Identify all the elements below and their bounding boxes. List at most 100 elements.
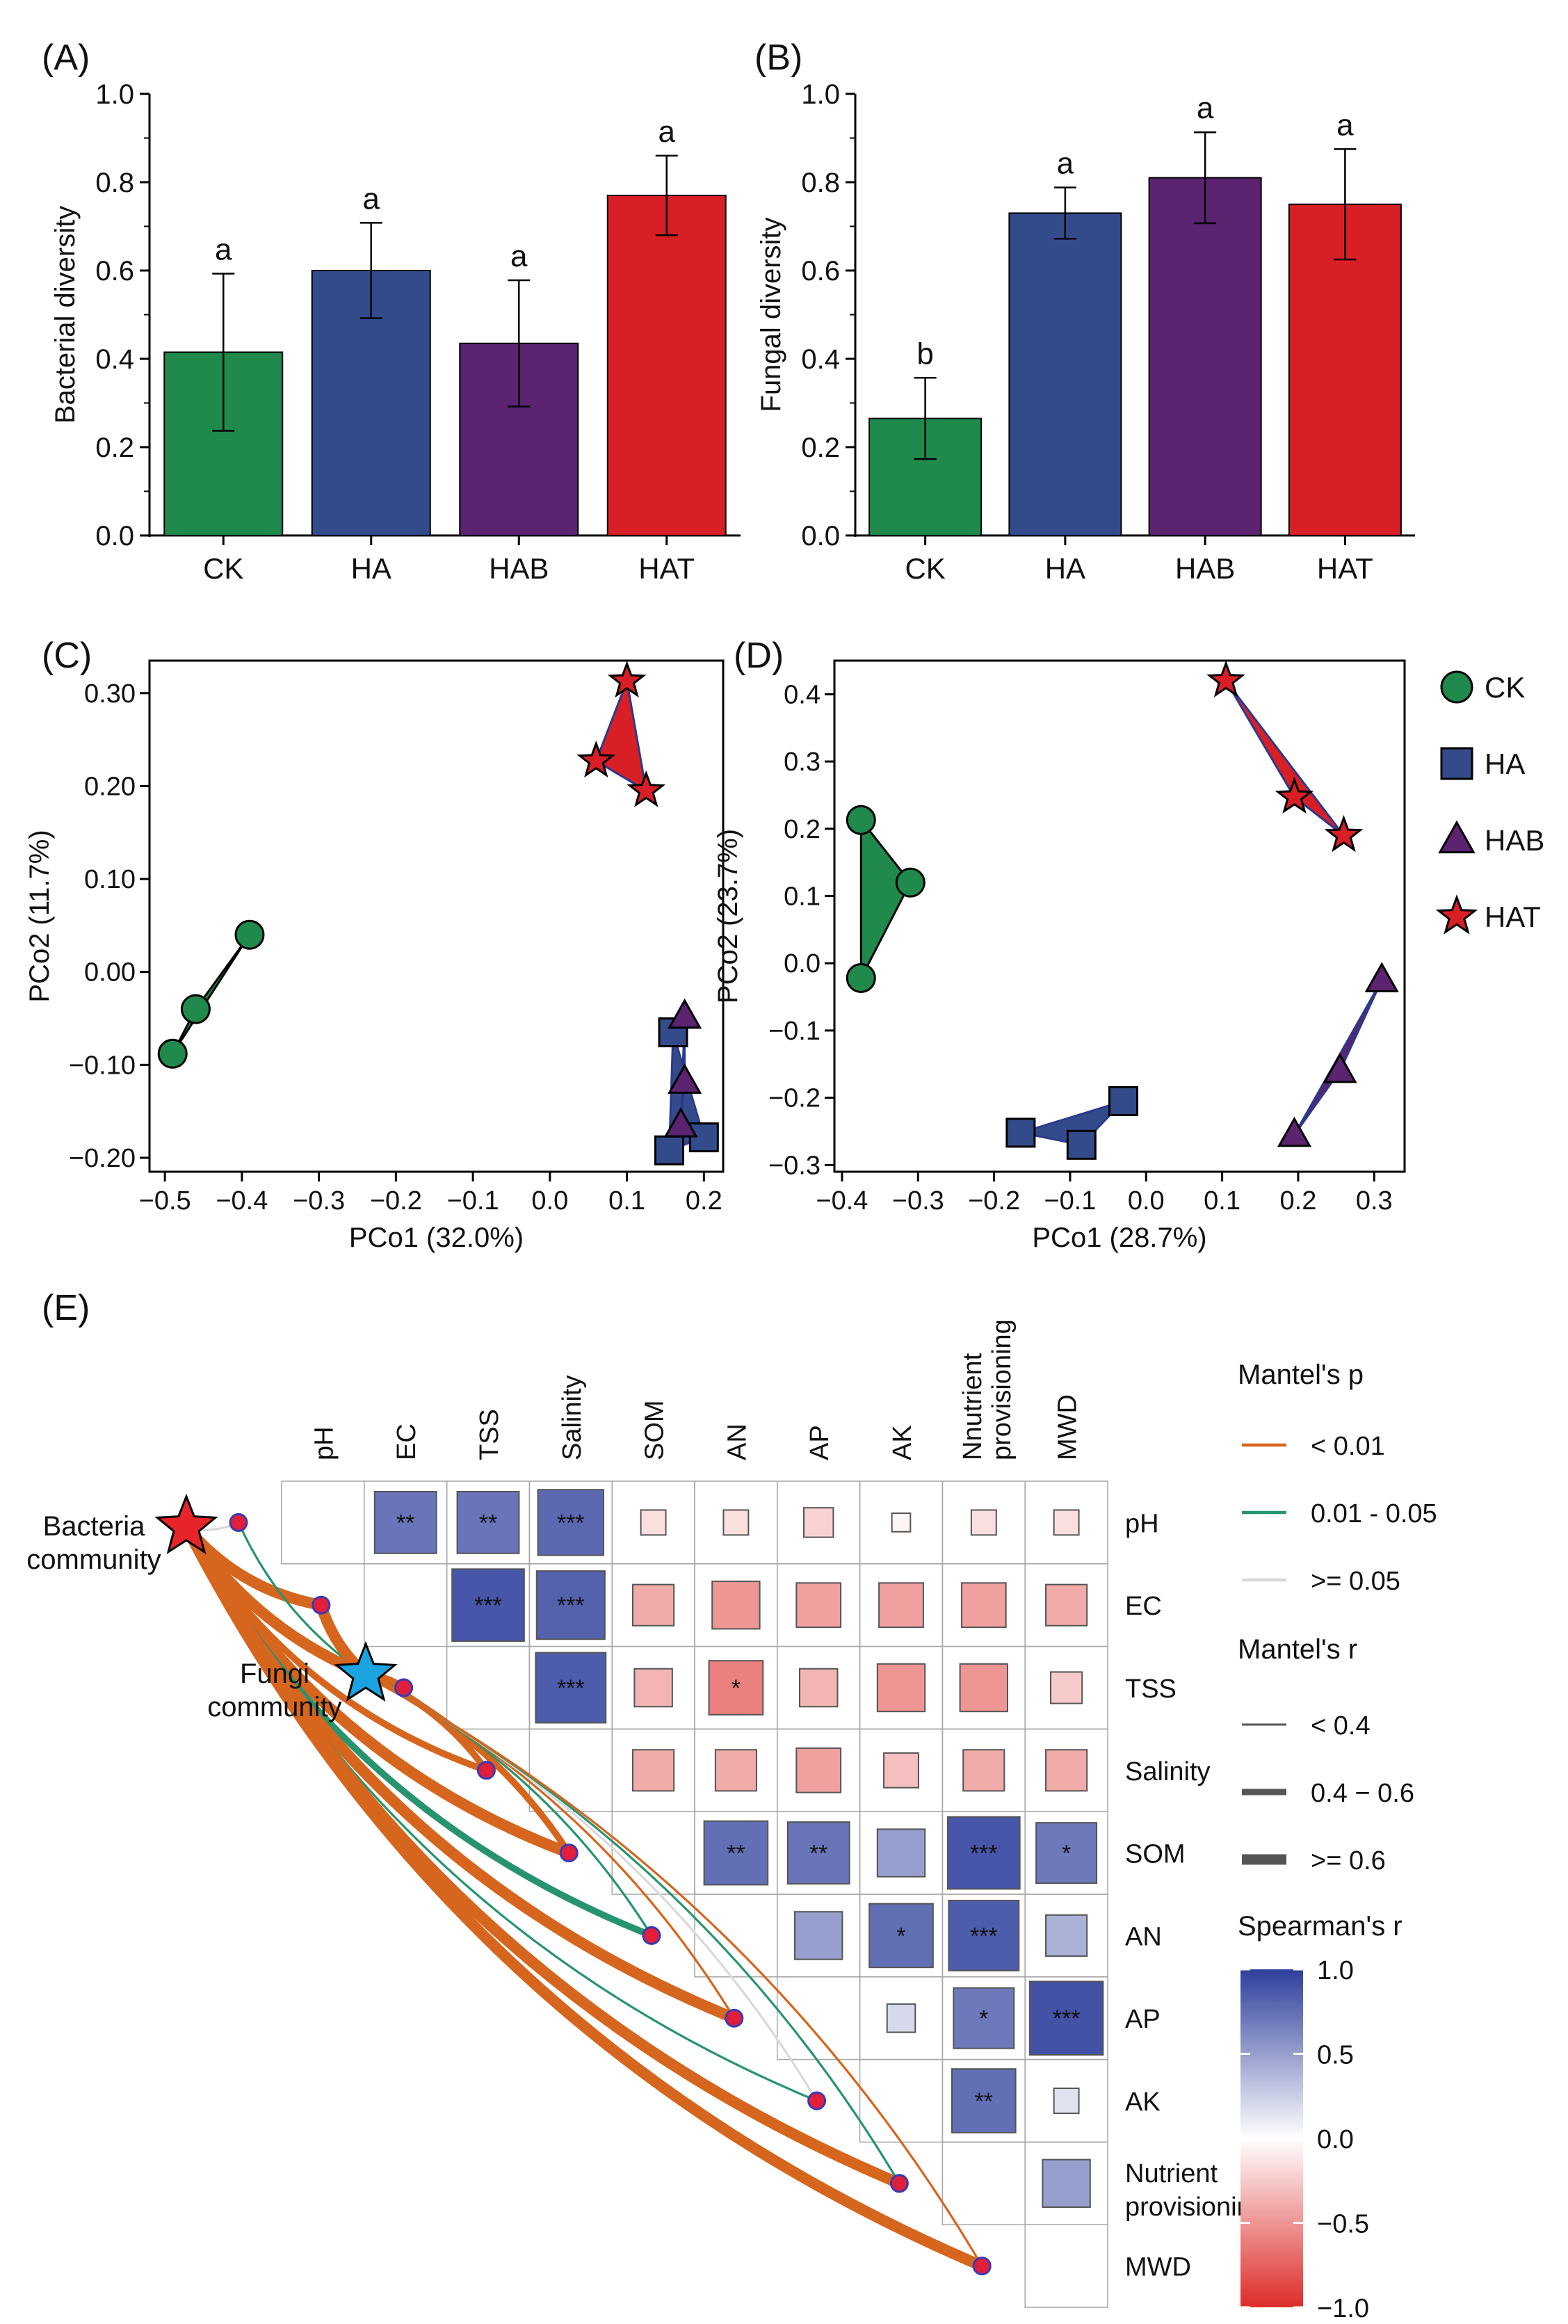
significance-mark: *** <box>557 1510 585 1536</box>
significance-mark: *** <box>970 1841 998 1867</box>
x-axis-label: PCo1 (28.7%) <box>1032 1222 1206 1253</box>
mantel-link <box>181 1522 988 2272</box>
row-label: AP <box>1125 2005 1161 2034</box>
x-tick-label: HA <box>351 552 391 585</box>
y-tick-label: −0.3 <box>768 1151 821 1180</box>
bar-HAT <box>606 195 727 536</box>
x-tick-label: 0.3 <box>1356 1186 1393 1216</box>
x-tick-label: −0.4 <box>216 1186 268 1216</box>
correlation-square <box>632 1749 675 1792</box>
bar-HA <box>1008 212 1122 536</box>
correlation-square <box>876 1828 926 1878</box>
point-HAT <box>627 770 666 807</box>
x-tick-label: −0.2 <box>370 1186 422 1216</box>
colorbar-tick-label: 0.5 <box>1317 2041 1354 2070</box>
mantel-r-label: 0.4 − 0.6 <box>1311 1779 1414 1808</box>
correlation-square <box>535 1652 607 1724</box>
y-tick-label: 0.0 <box>801 521 840 551</box>
legend-marker-CK <box>1440 670 1473 704</box>
plot-frame <box>148 659 725 1173</box>
y-axis-label: Bacterial diversity <box>50 206 81 423</box>
y-tick-label: 0.0 <box>784 949 821 978</box>
column-label: AP <box>805 1425 834 1460</box>
correlation-square <box>451 1568 525 1643</box>
significance-mark: ** <box>396 1510 414 1536</box>
correlation-square <box>948 1899 1020 1971</box>
panel-label: (C) <box>42 636 92 676</box>
y-tick-label: 0.2 <box>95 433 134 463</box>
variable-node <box>394 1678 414 1697</box>
correlation-square <box>703 1820 769 1886</box>
significance-mark: ** <box>727 1841 745 1867</box>
colorbar-tick-label: 1.0 <box>1317 1956 1354 1985</box>
correlation-square <box>802 1507 834 1538</box>
x-tick-label: HAT <box>638 552 695 585</box>
hull-HA <box>1019 1100 1124 1146</box>
fungi-label: community <box>207 1692 341 1722</box>
legend-label-HAT: HAT <box>1485 901 1541 933</box>
correlation-square <box>1045 1749 1088 1792</box>
mantel-r-label: >= 0.6 <box>1311 1846 1386 1875</box>
row-label: AK <box>1125 2088 1161 2117</box>
panel-b: (B) 0.0 0.2 0.4 0.6 0.8 1.0 b CK a HA a HAB a HAT Funga… <box>754 38 1415 585</box>
significance-mark: *** <box>970 1923 998 1949</box>
fungi-star <box>334 1640 398 1702</box>
significance-mark: *** <box>474 1592 502 1619</box>
correlation-square <box>1042 2158 1091 2209</box>
significance-mark: *** <box>1053 2006 1081 2032</box>
y-tick-label: 0.10 <box>84 865 136 894</box>
correlation-square <box>883 1752 919 1789</box>
column-label: pH <box>309 1426 339 1460</box>
y-tick-label: 0.20 <box>84 772 136 801</box>
x-tick-label: CK <box>905 552 945 585</box>
mantel-r-label: < 0.4 <box>1311 1711 1371 1741</box>
variable-node <box>559 1843 579 1863</box>
colorbar-tick-label: −1.0 <box>1317 2294 1369 2323</box>
y-tick-label: 0.4 <box>801 344 840 375</box>
y-tick-label: 0.8 <box>95 168 134 198</box>
point-HA <box>1066 1129 1097 1160</box>
row-label: EC <box>1125 1592 1162 1621</box>
point-HAB <box>668 1063 702 1094</box>
colorbar-tick-label: −0.5 <box>1317 2210 1369 2239</box>
significance-letter: a <box>1197 91 1214 125</box>
variable-node <box>642 1926 661 1945</box>
significance-mark: ** <box>975 2088 993 2115</box>
column-label: provisioning <box>987 1319 1017 1460</box>
row-label: SOM <box>1125 1840 1186 1869</box>
correlation-square <box>1045 1583 1088 1627</box>
column-label: SOM <box>640 1400 670 1460</box>
heatmap-cell <box>941 2141 1026 2225</box>
significance-mark: *** <box>557 1675 585 1702</box>
variable-node <box>476 1761 496 1780</box>
correlation-square <box>1035 1822 1098 1885</box>
x-tick-label: 0.0 <box>531 1186 568 1216</box>
colorbar-tick-label: 0.0 <box>1317 2125 1354 2154</box>
significance-mark: * <box>732 1675 741 1702</box>
y-tick-label: 0.1 <box>784 882 821 911</box>
x-tick-label: 0.2 <box>686 1186 722 1216</box>
heatmap-cell <box>281 1480 365 1565</box>
hull-HAT <box>1225 679 1345 837</box>
legend-label-HA: HA <box>1485 748 1525 780</box>
mantel-p-label: 0.01 - 0.05 <box>1311 1499 1437 1528</box>
plot-frame <box>833 659 1406 1173</box>
row-label: TSS <box>1125 1675 1177 1704</box>
point-HAT <box>607 661 647 698</box>
y-tick-label: 0.4 <box>95 344 134 375</box>
significance-letter: a <box>215 232 232 266</box>
y-tick-label: 0.2 <box>801 433 840 463</box>
point-HAB <box>1323 1052 1357 1083</box>
hull-CK <box>171 933 251 1055</box>
point-HAT <box>1324 815 1364 853</box>
x-tick-label: HAB <box>1175 552 1235 585</box>
correlation-square <box>786 1821 850 1885</box>
y-tick-label: 0.0 <box>95 521 134 551</box>
legend-marker-HAT <box>1435 894 1478 935</box>
significance-mark: * <box>1062 1841 1071 1867</box>
correlation-square <box>878 1582 924 1629</box>
bar-HAB <box>1148 177 1262 536</box>
significance-mark: * <box>979 2006 988 2032</box>
y-tick-label: 0.6 <box>801 256 840 287</box>
